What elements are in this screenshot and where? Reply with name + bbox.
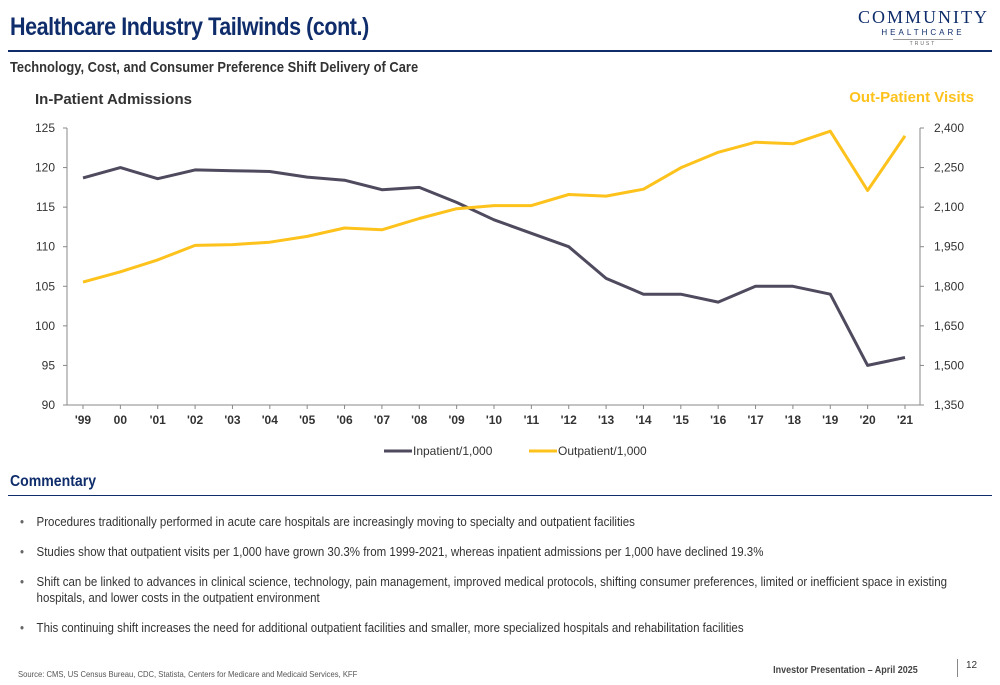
- left-tick-label: 125: [35, 121, 55, 135]
- logo-tagline: TRUST: [893, 39, 953, 48]
- right-tick-label: 2,250: [934, 161, 964, 175]
- x-tick-label: '99: [75, 413, 92, 427]
- x-tick-label: '06: [336, 413, 353, 427]
- commentary-heading: Commentary: [10, 473, 97, 490]
- x-tick-label: '05: [299, 413, 316, 427]
- bullet-glyph: •: [20, 621, 25, 635]
- left-tick-label: 110: [36, 240, 55, 254]
- legend-label: Outpatient/1,000: [558, 444, 647, 458]
- right-tick-label: 2,100: [934, 200, 964, 214]
- commentary-list: • Procedures traditionally performed in a…: [20, 514, 960, 650]
- x-tick-label: '15: [673, 413, 690, 427]
- right-tick-label: 1,500: [934, 358, 964, 372]
- bullet-glyph: •: [20, 515, 25, 529]
- page-subtitle: Technology, Cost, and Consumer Preferenc…: [10, 59, 419, 76]
- outpatient-series-line: [82, 129, 907, 284]
- x-tick-label: '17: [747, 413, 764, 427]
- left-tick-label: 100: [35, 319, 55, 333]
- bullet-text: Studies show that outpatient visits per …: [36, 545, 764, 559]
- title-divider: [8, 50, 992, 52]
- commentary-bullet: • This continuing shift increases the nee…: [20, 620, 975, 636]
- left-tick-label: 95: [42, 358, 56, 372]
- x-tick-label: '02: [187, 413, 204, 427]
- x-tick-label: '09: [449, 413, 466, 427]
- left-tick-label: 120: [35, 161, 55, 175]
- x-tick-label: '01: [150, 413, 167, 427]
- x-tick-label: '03: [224, 413, 241, 427]
- right-tick-label: 1,950: [934, 240, 964, 254]
- right-tick-label: 1,350: [934, 398, 964, 412]
- x-tick-label: '07: [374, 413, 391, 427]
- right-tick-label: 1,800: [934, 279, 964, 293]
- inpatient-series-line: [82, 166, 906, 367]
- logo-wordmark: COMMUNITY: [858, 7, 990, 27]
- commentary-divider: [8, 495, 992, 496]
- bullet-text: Procedures traditionally performed in ac…: [36, 515, 635, 529]
- left-tick-label: 115: [36, 200, 55, 214]
- logo-subword: HEALTHCARE: [881, 28, 965, 37]
- x-tick-label: '18: [785, 413, 802, 427]
- legend-label: Inpatient/1,000: [413, 444, 493, 458]
- dual-axis-line-chart: In-Patient Admissions Out-Patient Visits 9…: [35, 89, 974, 458]
- footer-divider: [957, 659, 958, 677]
- right-tick-label: 1,650: [934, 319, 964, 333]
- right-axis-title: Out-Patient Visits: [849, 89, 974, 106]
- right-tick-label: 2,400: [934, 121, 964, 135]
- commentary-bullet: • Studies show that outpatient visits per…: [20, 544, 975, 560]
- x-tick-label: '12: [561, 413, 578, 427]
- page-number: 12: [966, 660, 978, 671]
- x-tick-label: '08: [411, 413, 428, 427]
- company-logo: COMMUNITY HEALTHCARE TRUST: [858, 8, 988, 48]
- x-tick-label: '20: [860, 413, 877, 427]
- x-tick-label: '13: [598, 413, 615, 427]
- x-tick-label: '10: [486, 413, 503, 427]
- bullet-glyph: •: [20, 545, 25, 559]
- commentary-bullet: • Procedures traditionally performed in a…: [20, 514, 975, 530]
- bullet-text: This continuing shift increases the need…: [36, 621, 744, 635]
- x-tick-label: '14: [635, 413, 652, 427]
- x-tick-label: '11: [524, 413, 540, 427]
- bullet-text: Shift can be linked to advances in clini…: [36, 575, 948, 605]
- x-tick-label: '16: [710, 413, 727, 427]
- left-tick-label: 90: [42, 398, 56, 412]
- page-title: Healthcare Industry Tailwinds (cont.): [10, 13, 369, 41]
- left-axis-title: In-Patient Admissions: [35, 91, 192, 108]
- x-tick-label: '21: [897, 413, 914, 427]
- x-tick-label: '04: [262, 413, 279, 427]
- x-tick-label: 00: [114, 413, 128, 427]
- x-tick-label: '19: [822, 413, 839, 427]
- left-tick-label: 105: [35, 279, 55, 293]
- commentary-bullet: • Shift can be linked to advances in clin…: [20, 574, 961, 606]
- bullet-glyph: •: [20, 575, 25, 589]
- source-note: Source: CMS, US Census Bureau, CDC, Stat…: [18, 669, 358, 679]
- presentation-label: Investor Presentation – April 2025: [773, 665, 918, 676]
